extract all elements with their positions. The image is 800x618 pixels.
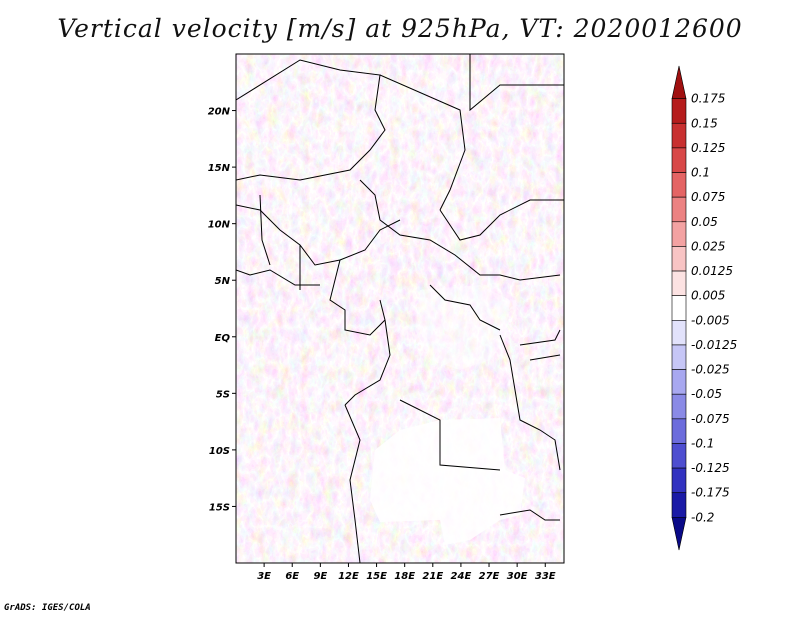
velocity-field bbox=[236, 54, 564, 563]
lon-tick-label: 27E bbox=[479, 571, 500, 582]
colorbar-label: -0.175 bbox=[691, 486, 730, 500]
lon-tick-label: 12E bbox=[338, 571, 359, 582]
colorbar-label: 0.05 bbox=[691, 215, 718, 229]
lat-tick-label: 5S bbox=[216, 389, 230, 400]
colorbar-bin bbox=[671, 98, 687, 124]
plot-title: Vertical velocity [m/s] at 925hPa, VT: 2… bbox=[57, 14, 743, 43]
colorbar-bin bbox=[671, 443, 687, 469]
colorbar-label: -0.075 bbox=[691, 412, 730, 426]
colorbar-bin bbox=[671, 196, 687, 223]
lat-tick-label: 5N bbox=[215, 276, 231, 287]
lon-tick-label: 15E bbox=[366, 571, 387, 582]
colorbar-bin bbox=[671, 147, 687, 173]
lon-tick-label: 6E bbox=[285, 571, 299, 582]
lon-tick-label: 9E bbox=[313, 571, 327, 582]
colorbar-bin bbox=[671, 295, 687, 321]
credit-text: GrADS: IGES/COLA bbox=[4, 603, 91, 613]
lat-tick-label: 20N bbox=[208, 107, 231, 118]
lat-tick-label: 10N bbox=[208, 220, 231, 231]
colorbar-label: -0.005 bbox=[691, 313, 730, 327]
colorbar-bin bbox=[671, 172, 687, 198]
colorbar-bin bbox=[671, 320, 687, 346]
colorbar-bin bbox=[671, 492, 687, 518]
colorbar-bin bbox=[671, 393, 687, 420]
colorbar-label: 0.005 bbox=[691, 289, 725, 303]
lon-tick-label: 3E bbox=[257, 571, 271, 582]
colorbar-label: 0.175 bbox=[691, 92, 725, 106]
colorbar-label: 0.125 bbox=[691, 141, 725, 155]
colorbar-bin bbox=[671, 221, 687, 247]
lon-tick-label: 24E bbox=[451, 571, 472, 582]
colorbar-label: -0.05 bbox=[691, 387, 722, 401]
longitude-axis: 3E 6E 9E 12E 15E 18E 21E 24E 27E 30E 33E bbox=[257, 563, 556, 582]
lat-tick-label: 15S bbox=[209, 502, 230, 513]
country-borders bbox=[236, 54, 564, 563]
undefined-region bbox=[370, 418, 525, 545]
lat-tick-label: 15N bbox=[208, 163, 231, 174]
lon-tick-label: 30E bbox=[507, 571, 528, 582]
colorbar-label: -0.1 bbox=[691, 436, 714, 450]
latitude-axis: 20N 15N 10N 5N EQ 5S 10S 15S bbox=[208, 107, 236, 513]
colorbar-bin bbox=[671, 122, 687, 149]
colorbar-label: -0.125 bbox=[691, 461, 730, 475]
colorbar: 0.175 0.15 0.125 0.1 0.075 0.05 0.025 0.0125 0.0… bbox=[671, 65, 737, 551]
lon-tick-label: 21E bbox=[422, 571, 443, 582]
colorbar-bin bbox=[671, 418, 687, 444]
colorbar-label: -0.2 bbox=[691, 510, 714, 524]
colorbar-label: -0.025 bbox=[691, 363, 730, 377]
colorbar-label: 0.025 bbox=[691, 239, 725, 253]
colorbar-bin bbox=[671, 517, 687, 551]
colorbar-bin bbox=[671, 270, 687, 296]
lat-tick-label: 10S bbox=[209, 446, 230, 457]
map-frame bbox=[235, 53, 565, 564]
colorbar-bin bbox=[671, 369, 687, 395]
colorbar-bin bbox=[671, 65, 687, 99]
colorbar-label: 0.0125 bbox=[691, 264, 733, 278]
colorbar-label: -0.0125 bbox=[691, 338, 737, 352]
lon-tick-label: 33E bbox=[535, 571, 556, 582]
colorbar-bin bbox=[671, 246, 687, 272]
colorbar-label: 0.075 bbox=[691, 190, 725, 204]
lon-tick-label: 18E bbox=[394, 571, 415, 582]
lat-tick-label: EQ bbox=[215, 333, 231, 344]
colorbar-label: 0.1 bbox=[691, 166, 710, 180]
colorbar-bin bbox=[671, 344, 687, 370]
undefined-region-2 bbox=[415, 285, 510, 370]
colorbar-label: 0.15 bbox=[691, 116, 718, 130]
colorbar-bin bbox=[671, 467, 687, 494]
